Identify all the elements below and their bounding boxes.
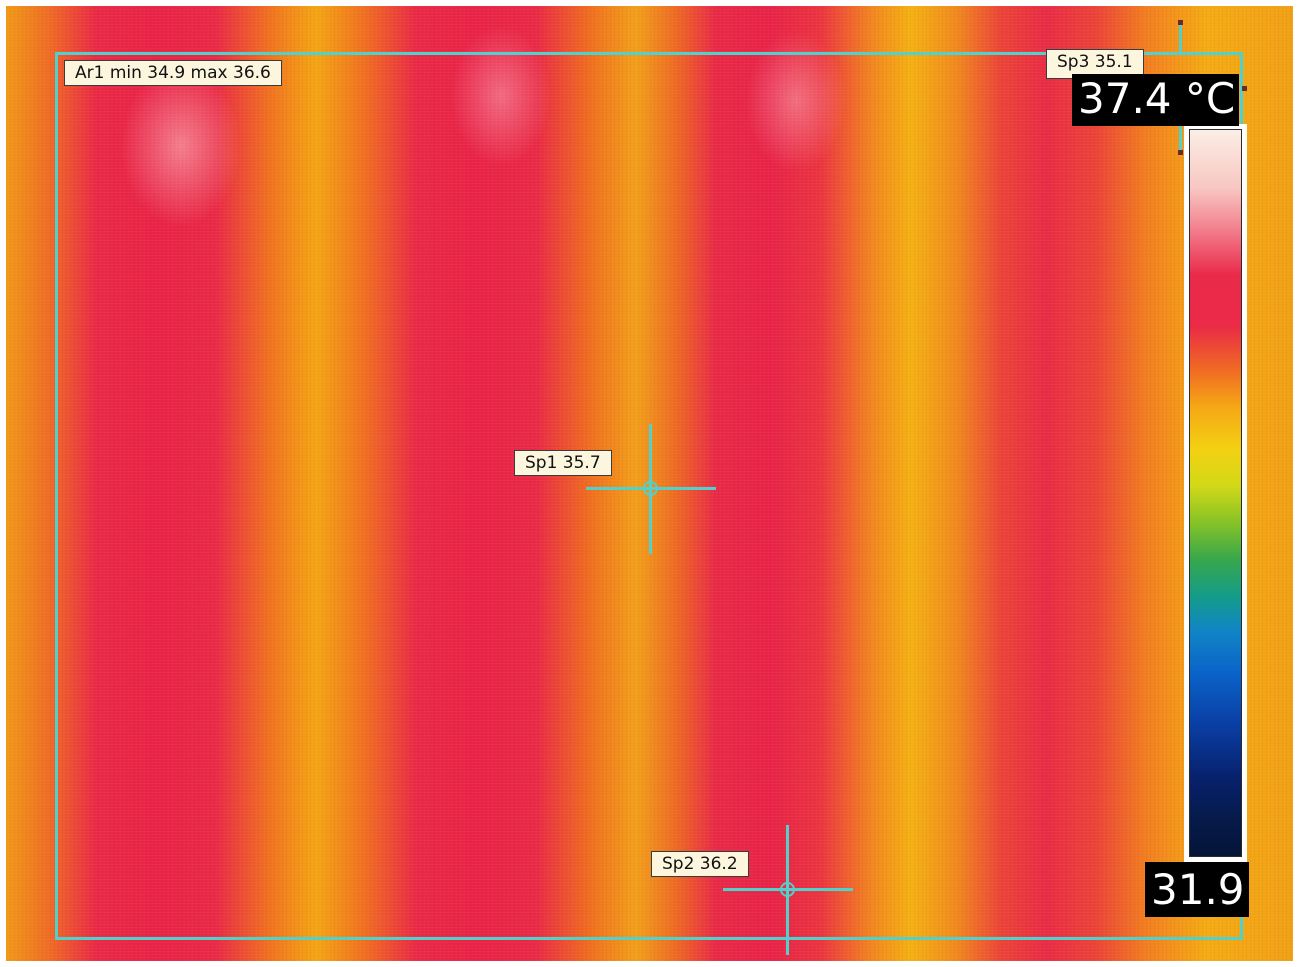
spot-sp3-crosshair-vertical-line[interactable] bbox=[1179, 20, 1182, 54]
crosshair-target-icon bbox=[780, 882, 795, 897]
scale-min-temperature: 31.9 bbox=[1145, 862, 1249, 917]
area-ar1-label: Ar1 min 34.9 max 36.6 bbox=[64, 60, 282, 86]
spot-sp1-label: Sp1 35.7 bbox=[514, 450, 612, 476]
color-scale-bar bbox=[1184, 124, 1247, 862]
spot-sp3-bottom-tick bbox=[1178, 150, 1183, 155]
thermal-view: Ar1 min 34.9 max 36.6 Sp1 35.7 Sp2 36.2 … bbox=[6, 6, 1293, 961]
spot-sp3-top-tick bbox=[1178, 20, 1183, 25]
scale-max-temperature: 37.4 °C bbox=[1072, 74, 1240, 126]
crosshair-target-icon bbox=[643, 481, 658, 496]
spot-sp3-crosshair-vertical-line-lower bbox=[1179, 122, 1182, 154]
spot-sp2-label: Sp2 36.2 bbox=[651, 851, 749, 877]
spot-sp3-right-tick bbox=[1242, 86, 1247, 91]
spot-sp1-crosshair[interactable] bbox=[586, 424, 716, 554]
spot-sp2-crosshair[interactable] bbox=[723, 825, 853, 955]
color-scale-gradient bbox=[1189, 129, 1242, 857]
